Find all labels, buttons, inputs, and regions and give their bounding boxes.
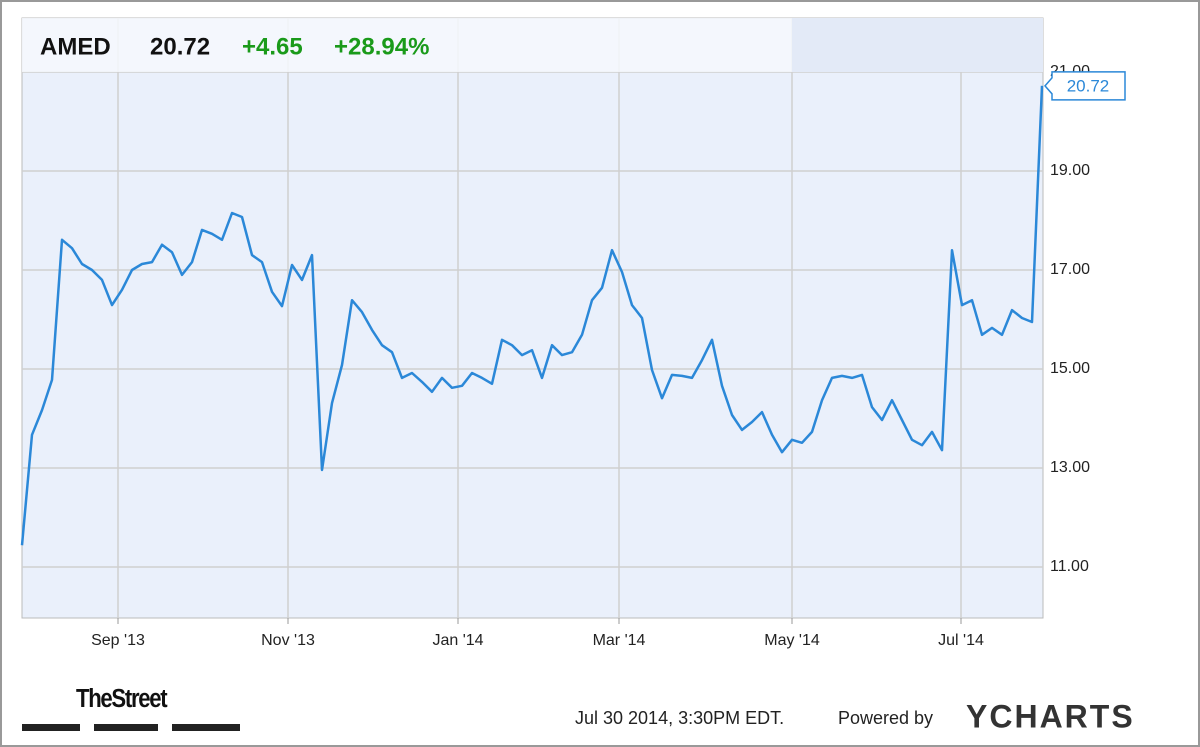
- x-tick-label: Jan '14: [432, 632, 483, 649]
- source-logo: TheStreet: [22, 684, 240, 731]
- plot-area: [21, 17, 1044, 619]
- x-tick-label: May '14: [764, 632, 820, 649]
- y-tick-label: 17.00: [1050, 261, 1090, 278]
- x-tick-label: Mar '14: [593, 632, 646, 649]
- range-highlight: [792, 18, 1043, 72]
- x-tick-label: Sep '13: [91, 632, 145, 649]
- x-tick-label: Nov '13: [261, 632, 315, 649]
- change: +4.65: [242, 33, 303, 60]
- y-tick-label: 11.00: [1050, 558, 1089, 575]
- price-line: [20, 85, 1044, 546]
- change-pct: +28.94%: [334, 33, 429, 60]
- powered-by: Powered by: [838, 708, 933, 728]
- price: 20.72: [150, 33, 210, 60]
- last-value-label: 20.72: [1067, 76, 1110, 95]
- symbol: AMED: [40, 33, 111, 60]
- logo-bar: [172, 724, 240, 731]
- timestamp: Jul 30 2014, 3:30PM EDT.: [575, 708, 784, 728]
- brand: YCHARTS: [966, 698, 1135, 734]
- source-logo-text: TheStreet: [76, 684, 168, 713]
- logo-bar: [94, 724, 158, 731]
- y-tick-label: 13.00: [1050, 459, 1090, 476]
- y-tick-label: 15.00: [1050, 360, 1090, 377]
- x-tick-label: Jul '14: [938, 632, 984, 649]
- last-value-badge: 20.72: [1044, 71, 1126, 101]
- logo-bar: [22, 724, 80, 731]
- badge-box: [1044, 71, 1126, 101]
- plot: [20, 85, 1044, 546]
- y-tick-label: 19.00: [1050, 162, 1090, 179]
